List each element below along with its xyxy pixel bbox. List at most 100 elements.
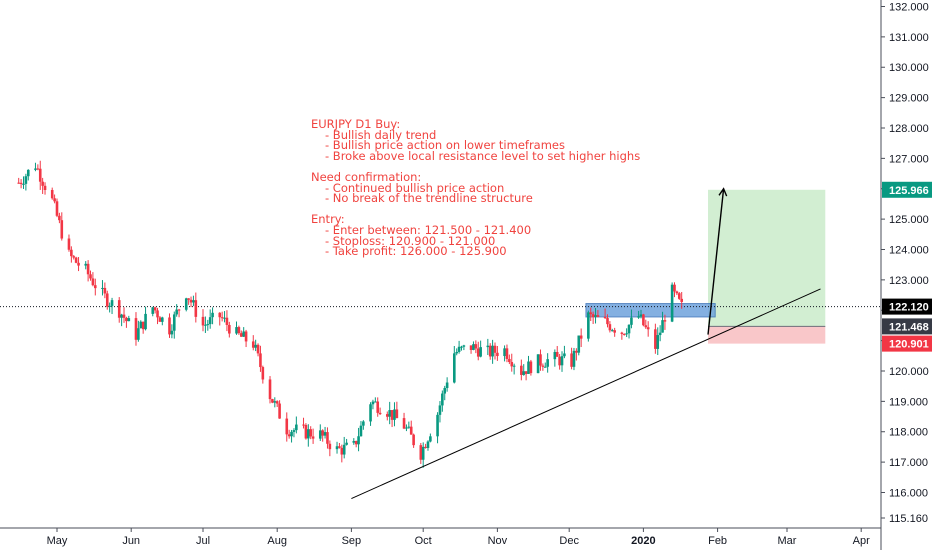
candle-up	[625, 333, 628, 335]
candle-down	[53, 198, 56, 202]
candle-down	[677, 293, 681, 299]
candle-down	[402, 418, 406, 429]
projection-arrow-head	[718, 187, 728, 197]
candle-down	[474, 344, 478, 349]
price-tick-label: 117.000	[889, 457, 928, 469]
time-tick-label: Mar	[778, 535, 797, 547]
time-tick-label: Jun	[122, 535, 140, 547]
candle-up	[661, 320, 664, 333]
candle-down	[395, 409, 399, 419]
price-tick-label: 128.000	[889, 123, 929, 135]
candle-down	[328, 443, 332, 450]
drawing-overlays	[351, 187, 821, 500]
candle-up	[453, 353, 456, 383]
candle-down	[256, 344, 260, 354]
candle-down	[278, 403, 281, 419]
price-tick-label: 127.000	[889, 153, 929, 165]
candle-down	[177, 309, 181, 311]
candle-up	[438, 405, 442, 415]
candle-up	[472, 344, 475, 350]
candle-up	[546, 359, 549, 367]
candle-up	[170, 330, 174, 335]
price-tick-label: 132.000	[889, 2, 929, 14]
candle-up	[24, 176, 28, 184]
candle-down	[589, 312, 593, 315]
candle-up	[290, 431, 293, 437]
candle-up	[421, 446, 425, 460]
candle-down	[644, 325, 648, 328]
candle-up	[462, 345, 466, 347]
candle-down	[38, 168, 42, 182]
annotation-line: - Enter between: 121.500 - 121.400	[325, 222, 532, 237]
candle-down	[41, 181, 44, 186]
price-tick-label: 125.000	[889, 214, 929, 226]
price-axis[interactable]: 132.000 131.000 130.000 129.000 128.000 127.0…	[880, 0, 932, 550]
candle-down	[591, 314, 595, 318]
candle-up	[443, 388, 447, 394]
position-zones	[0, 189, 881, 344]
candle-up	[543, 366, 547, 368]
candle-down	[378, 412, 382, 415]
candle-down	[156, 310, 159, 318]
candle-down	[74, 257, 78, 263]
price-tick-label: 130.000	[889, 62, 929, 74]
candle-down	[603, 316, 607, 319]
candle-down	[19, 182, 23, 184]
price-tick-label: 124.000	[889, 244, 929, 256]
candle-down	[201, 316, 205, 326]
candle-down	[529, 361, 533, 374]
candle-up	[637, 316, 640, 318]
candle-up	[184, 298, 188, 310]
candle-up	[242, 331, 245, 337]
candle-up	[639, 314, 643, 317]
candle-down	[663, 320, 667, 322]
candle-down	[606, 318, 609, 325]
candle-down	[271, 399, 274, 403]
candle-up	[273, 401, 277, 403]
annotation-line: Entry:	[311, 212, 345, 227]
candle-up	[175, 309, 178, 315]
candle-up	[108, 305, 111, 307]
candle-down	[326, 432, 329, 444]
candle-up	[587, 312, 590, 339]
candle-down	[285, 418, 289, 435]
candle-up	[204, 324, 207, 326]
candle-up	[627, 324, 631, 334]
candle-down	[541, 365, 545, 367]
candle-up	[536, 354, 540, 374]
candle-down	[539, 354, 542, 366]
candle-down	[524, 371, 528, 374]
candle-up	[110, 300, 114, 306]
candle-down	[122, 314, 126, 318]
candle-down	[225, 317, 229, 325]
candle-down	[510, 362, 514, 367]
candle-down	[168, 317, 171, 335]
candle-up	[658, 332, 662, 336]
candle-up	[84, 263, 88, 266]
annotation-line: - Take profit: 126.000 - 125.900	[325, 244, 507, 259]
candle-down	[555, 352, 559, 357]
candle-down	[153, 307, 157, 311]
stop-loss-zone	[708, 326, 826, 344]
price-tick-label: 116.000	[889, 487, 928, 499]
candle-down	[67, 238, 71, 250]
price-tick-label: 131.000	[889, 32, 929, 44]
candle-down	[261, 367, 265, 380]
time-axis[interactable]: May Jun Jul Aug Sep Oct Nov Dec 2020 Feb Mar Apr	[0, 527, 881, 547]
candle-down	[558, 356, 561, 366]
price-tick-label: 123.000	[889, 275, 929, 287]
candle-up	[359, 425, 363, 437]
candle-up	[563, 353, 566, 357]
candle-up	[445, 382, 449, 389]
candle-down	[613, 330, 616, 333]
candle-up	[292, 430, 296, 432]
trendline	[351, 288, 821, 500]
candle-up	[610, 330, 614, 332]
candle-down	[89, 274, 92, 279]
candle-up	[151, 307, 155, 314]
projection-arrow-shaft	[707, 188, 725, 335]
candle-up	[656, 335, 660, 349]
price-tick-label: 120.000	[889, 366, 929, 378]
candle-up	[572, 350, 576, 367]
